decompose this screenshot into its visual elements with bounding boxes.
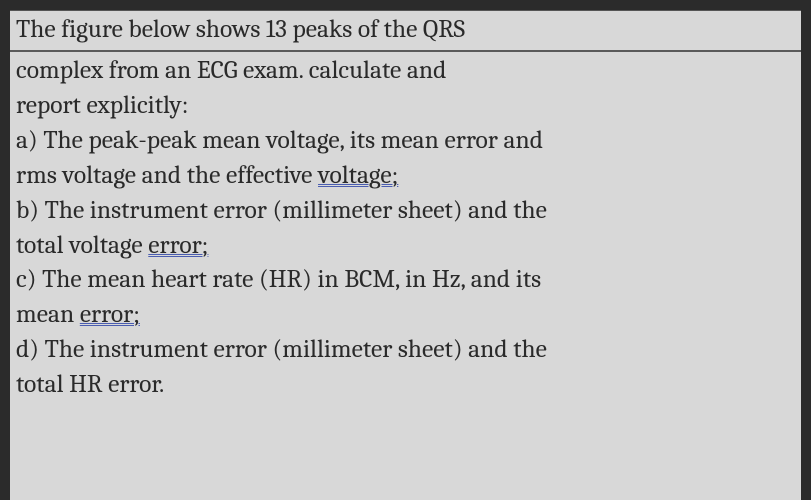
header-line: The figure below shows 13 peaks of the Q… (16, 13, 795, 48)
item-c-line-2: mean error; (16, 298, 795, 333)
intro-line-2: report explicitly: (16, 89, 795, 124)
item-b-line-2: total voltage error; (16, 229, 795, 264)
question-body: complex from an ECG exam. calculate and … (10, 52, 801, 407)
item-a-line-2-underlined: voltage; (318, 161, 398, 190)
intro-line-1: complex from an ECG exam. calculate and (16, 54, 795, 89)
item-a-line-2-pre: rms voltage and the effective (16, 161, 318, 190)
item-a-line-2: rms voltage and the effective voltage; (16, 159, 795, 194)
item-c-line-1: c) The mean heart rate (HR) in BCM, in H… (16, 263, 795, 298)
question-header: The figure below shows 13 peaks of the Q… (10, 11, 801, 52)
item-d-line-1: d) The instrument error (millimeter shee… (16, 333, 795, 368)
item-b-line-2-underlined: error; (148, 231, 208, 260)
question-panel: The figure below shows 13 peaks of the Q… (10, 10, 801, 500)
item-a-line-1: a) The peak-peak mean voltage, its mean … (16, 124, 795, 159)
item-b-line-2-pre: total voltage (16, 231, 148, 260)
item-b-line-1: b) The instrument error (millimeter shee… (16, 194, 795, 229)
item-c-line-2-underlined: error; (80, 300, 140, 329)
item-d-line-2: total HR error. (16, 368, 795, 403)
item-c-line-2-pre: mean (16, 300, 80, 329)
